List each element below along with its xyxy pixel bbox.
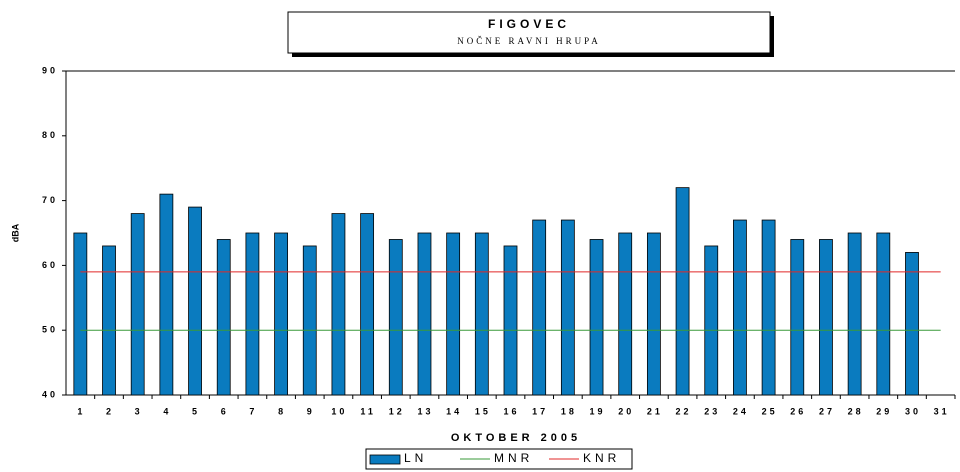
y-tick-label: 80	[42, 130, 58, 140]
bar	[876, 232, 891, 396]
x-tick-label: 31	[934, 406, 950, 416]
bar	[331, 213, 346, 396]
x-tick-label: 2	[106, 406, 114, 416]
bar	[388, 239, 403, 396]
bar	[790, 239, 805, 396]
bar	[417, 232, 432, 396]
x-tick-label: 20	[618, 406, 634, 416]
x-tick-label: 8	[278, 406, 286, 416]
bar	[188, 206, 202, 396]
bar	[73, 232, 88, 396]
x-tick-label: 26	[790, 406, 806, 416]
x-tick-label: 9	[307, 406, 315, 416]
x-tick-label: 29	[876, 406, 892, 416]
x-tick-label: 10	[331, 406, 347, 416]
bar	[245, 232, 260, 396]
bar	[216, 239, 231, 396]
bar	[704, 245, 719, 396]
bar	[503, 245, 518, 396]
x-tick-label: 13	[417, 406, 433, 416]
bar	[446, 232, 461, 396]
bar	[532, 219, 547, 396]
x-tick-label: 15	[475, 406, 491, 416]
x-tick-label: 21	[647, 406, 663, 416]
legend-label: MNR	[494, 451, 533, 465]
bar	[646, 232, 661, 396]
bar	[675, 187, 690, 396]
bar	[761, 219, 776, 396]
x-tick-label: 17	[532, 406, 548, 416]
y-tick-label: 60	[42, 260, 58, 270]
y-axis-label: dBA	[10, 223, 20, 242]
legend-box	[365, 448, 633, 470]
x-tick-label: 16	[503, 406, 519, 416]
x-tick-label: 25	[762, 406, 778, 416]
bar	[302, 245, 317, 396]
bar	[159, 193, 174, 396]
bar	[733, 219, 747, 396]
x-tick-label: 4	[163, 406, 171, 416]
x-tick-label: 3	[135, 406, 143, 416]
x-tick-label: 7	[249, 406, 257, 416]
x-tick-label: 30	[905, 406, 921, 416]
y-tick-label: 90	[42, 65, 58, 75]
chart-title: FIGOVEC	[488, 17, 570, 31]
legend-label: KNR	[583, 451, 620, 465]
bar	[560, 219, 575, 396]
x-tick-label: 18	[561, 406, 577, 416]
y-tick-label: 40	[42, 389, 58, 399]
x-axis-label: OKTOBER 2005	[451, 432, 581, 444]
y-tick-label: 70	[42, 195, 58, 205]
x-tick-label: 11	[360, 406, 376, 416]
x-tick-label: 5	[192, 406, 200, 416]
bar	[274, 232, 288, 396]
title-box	[287, 11, 771, 54]
bar	[905, 252, 919, 396]
x-tick-label: 14	[446, 406, 462, 416]
bar	[819, 239, 833, 396]
x-tick-label: 24	[733, 406, 749, 416]
x-tick-label: 6	[221, 406, 229, 416]
bar	[589, 239, 604, 396]
bar	[474, 232, 489, 396]
bar	[618, 232, 633, 396]
x-tick-label: 23	[704, 406, 720, 416]
x-tick-label: 22	[676, 406, 692, 416]
bar	[130, 213, 145, 396]
bar	[360, 213, 375, 396]
chart-subtitle: NOČNE RAVNI HRUPA	[457, 36, 601, 46]
bar	[847, 232, 862, 396]
y-tick-label: 50	[42, 325, 58, 335]
x-tick-label: 1	[77, 406, 85, 416]
bar	[102, 245, 116, 396]
legend-swatch	[369, 454, 401, 465]
x-tick-label: 27	[819, 406, 835, 416]
x-tick-label: 12	[389, 406, 405, 416]
x-tick-label: 19	[590, 406, 606, 416]
x-tick-label: 28	[848, 406, 864, 416]
legend-label: LN	[404, 451, 427, 465]
